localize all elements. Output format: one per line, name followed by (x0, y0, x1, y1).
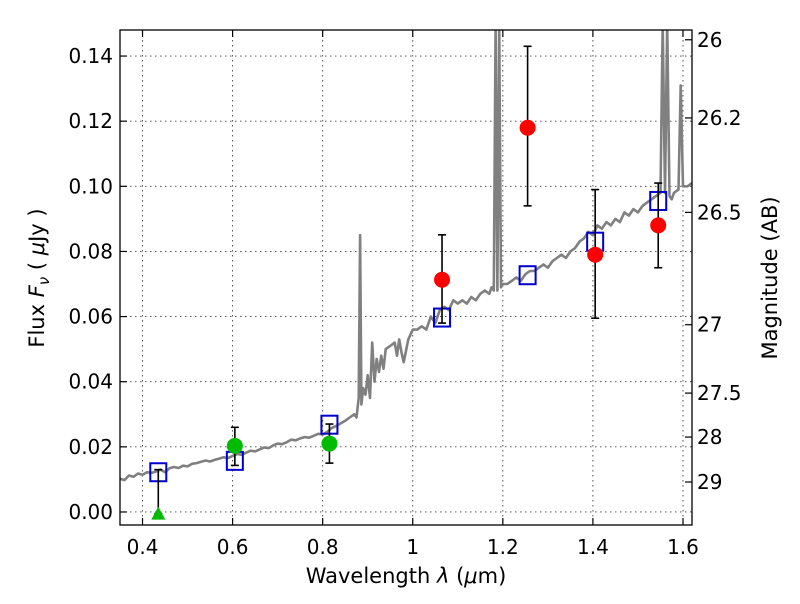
x-tick-label: 1.6 (667, 535, 699, 559)
y-tick-label: 0.02 (68, 435, 113, 459)
observed-flux-point (226, 437, 243, 454)
observed-upper-limit-triangle (151, 506, 166, 520)
right-tick-label: 26.2 (697, 106, 742, 130)
x-tick-label: 0.6 (217, 535, 249, 559)
x-tick-label: 1.4 (577, 535, 609, 559)
observed-flux-point (650, 217, 667, 234)
observed-flux-point (434, 271, 451, 288)
x-tick-label: 0.4 (127, 535, 159, 559)
model-photometry-square (518, 265, 537, 286)
x-tick-label: 1.2 (487, 535, 519, 559)
y-tick-label: 0.08 (68, 239, 113, 263)
sed-model-line (120, 30, 692, 482)
y-tick-label: 0.12 (68, 109, 113, 133)
y-tick-label: 0.06 (68, 305, 113, 329)
y-tick-label: 0.10 (68, 174, 113, 198)
x-axis-title: Wavelength λ (μm) (306, 564, 507, 588)
right-tick-label: 27.5 (697, 381, 742, 405)
observed-flux-point (519, 119, 536, 136)
x-tick-label: 1 (406, 535, 419, 559)
observed-flux-point (321, 435, 338, 452)
right-tick-label: 27 (697, 313, 722, 337)
x-tick-label: 0.8 (307, 535, 339, 559)
right-tick-label: 28 (697, 425, 722, 449)
tick-layer: 0.4 0.6 0.8 1 1.2 1.4 1.6 0.00 0.02 0.04 0.06 0.08 0… (68, 28, 741, 559)
right-tick-label: 26 (697, 28, 722, 52)
y-tick-label: 0.00 (68, 500, 113, 524)
y-axis-right-title: Magnitude (AB) (758, 196, 782, 359)
data-layer (120, 30, 692, 520)
y-axis-title: Flux Fν ( μJy ) (25, 208, 53, 347)
y-tick-label: 0.04 (68, 370, 113, 394)
observed-flux-point (587, 246, 604, 263)
plot-frame (119, 29, 693, 526)
grid-layer (120, 30, 692, 525)
y-tick-label: 0.14 (68, 44, 113, 68)
right-tick-label: 29 (697, 470, 722, 494)
right-tick-label: 26.5 (697, 200, 742, 224)
